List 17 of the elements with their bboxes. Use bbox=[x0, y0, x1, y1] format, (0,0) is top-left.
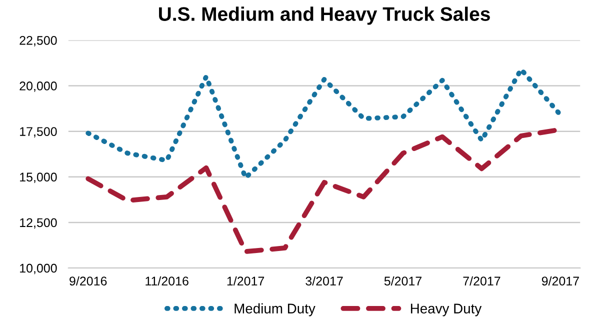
y-tick-label: 22,500 bbox=[20, 36, 57, 46]
chart-title: U.S. Medium and Heavy Truck Sales bbox=[159, 6, 490, 25]
legend-label: Medium Duty bbox=[234, 303, 316, 316]
x-tick-label: 7/2017 bbox=[463, 276, 500, 286]
y-tick-label: 12,500 bbox=[20, 218, 57, 229]
x-tick-label: 9/2017 bbox=[542, 276, 579, 286]
x-tick-label: 9/2016 bbox=[70, 276, 107, 286]
x-tick-label: 11/2016 bbox=[146, 276, 188, 286]
y-tick-label: 10,000 bbox=[20, 264, 57, 274]
x-tick-label: 1/2017 bbox=[227, 276, 264, 286]
y-tick-label: 17,500 bbox=[20, 127, 57, 138]
y-tick-label: 20,000 bbox=[20, 82, 57, 92]
x-tick-label: 3/2017 bbox=[306, 276, 343, 286]
legend-label: Heavy Duty bbox=[410, 304, 482, 316]
x-tick-label: 5/2017 bbox=[384, 276, 422, 286]
y-tick-label: 15,000 bbox=[20, 172, 57, 184]
line-series bbox=[86, 66, 563, 180]
